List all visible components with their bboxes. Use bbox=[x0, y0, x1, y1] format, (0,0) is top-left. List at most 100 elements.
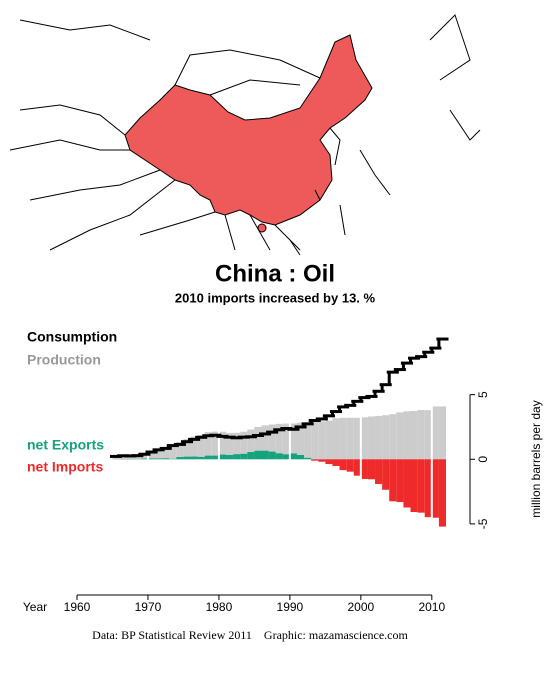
bar bbox=[431, 406, 439, 460]
bar bbox=[240, 431, 248, 460]
bar bbox=[147, 458, 156, 460]
map bbox=[9, 14, 481, 256]
bar bbox=[204, 455, 212, 460]
bar bbox=[268, 451, 276, 460]
bar bbox=[296, 422, 305, 460]
bar bbox=[325, 420, 333, 460]
bar bbox=[417, 459, 425, 513]
bar bbox=[183, 456, 191, 460]
bar bbox=[169, 445, 177, 460]
bar bbox=[211, 431, 219, 460]
bar bbox=[396, 459, 404, 503]
bar bbox=[346, 417, 354, 460]
bar bbox=[417, 410, 425, 460]
x-axis-label: Year bbox=[23, 600, 47, 614]
bar bbox=[318, 459, 326, 462]
bar bbox=[147, 451, 156, 460]
bar bbox=[438, 459, 446, 527]
bar bbox=[155, 458, 163, 460]
bar bbox=[162, 458, 170, 460]
bar bbox=[424, 410, 432, 460]
legend-label: Production bbox=[27, 352, 101, 368]
bar bbox=[197, 434, 205, 460]
chart-subtitle: 2010 imports increased by 13. % bbox=[175, 290, 376, 305]
bar bbox=[190, 436, 198, 460]
bar bbox=[226, 432, 234, 460]
bar bbox=[367, 416, 376, 460]
bar bbox=[339, 459, 347, 471]
bar bbox=[268, 424, 276, 460]
bar bbox=[410, 459, 418, 513]
bar bbox=[254, 450, 262, 460]
bar bbox=[289, 453, 297, 460]
bar bbox=[140, 458, 148, 460]
bar bbox=[197, 456, 205, 460]
bar bbox=[360, 417, 368, 460]
bar bbox=[332, 459, 340, 466]
bar bbox=[346, 459, 354, 472]
bar bbox=[282, 423, 290, 460]
bar bbox=[360, 459, 368, 479]
x-tick-label: 1990 bbox=[277, 600, 304, 614]
bar bbox=[289, 423, 297, 460]
bar bbox=[311, 421, 319, 460]
bar bbox=[275, 453, 283, 460]
bar bbox=[332, 418, 340, 460]
bar bbox=[282, 454, 290, 460]
bar bbox=[353, 459, 361, 476]
bar bbox=[254, 426, 262, 460]
map-borders bbox=[9, 14, 481, 256]
bar bbox=[375, 459, 383, 484]
y-tick-label: 5 bbox=[476, 391, 490, 398]
bar bbox=[396, 412, 404, 460]
x-tick-label: 1980 bbox=[206, 600, 233, 614]
bar bbox=[403, 459, 411, 508]
bar bbox=[311, 459, 319, 461]
bar bbox=[218, 431, 227, 460]
bar bbox=[226, 455, 234, 460]
bar bbox=[325, 459, 333, 465]
bar bbox=[304, 422, 312, 460]
bar bbox=[275, 423, 283, 460]
bar bbox=[424, 459, 432, 518]
bar bbox=[410, 410, 418, 460]
bar bbox=[261, 450, 269, 460]
y-tick-label: 0 bbox=[476, 456, 490, 463]
legend-label: net Imports bbox=[27, 459, 103, 475]
bar bbox=[367, 459, 376, 480]
bar bbox=[318, 421, 326, 460]
x-tick-label: 2010 bbox=[418, 600, 445, 614]
bar bbox=[247, 452, 255, 460]
bar bbox=[353, 417, 361, 460]
legend-label: Consumption bbox=[27, 329, 117, 345]
bar bbox=[218, 454, 227, 460]
bar bbox=[140, 453, 148, 460]
legend-label: net Exports bbox=[27, 437, 104, 453]
bar bbox=[233, 432, 241, 460]
bar bbox=[389, 414, 397, 460]
x-tick-label: 1960 bbox=[64, 600, 91, 614]
bar bbox=[233, 454, 241, 460]
bar bbox=[389, 459, 397, 502]
bar bbox=[176, 457, 184, 460]
chart-title: China : Oil bbox=[215, 260, 335, 287]
bar bbox=[133, 455, 141, 460]
bar bbox=[126, 455, 134, 460]
bar bbox=[155, 449, 163, 460]
bar bbox=[176, 442, 184, 460]
bar bbox=[438, 406, 446, 460]
bar bbox=[183, 439, 191, 460]
bar bbox=[304, 457, 312, 460]
x-tick-label: 2000 bbox=[347, 600, 374, 614]
bar bbox=[240, 453, 248, 460]
bar bbox=[431, 459, 439, 518]
bar bbox=[204, 432, 212, 460]
bar bbox=[339, 417, 347, 460]
footer: Data: BP Statistical Review 2011 Graphic… bbox=[92, 628, 408, 642]
map-china bbox=[124, 34, 373, 226]
bar bbox=[119, 455, 127, 460]
bar bbox=[261, 425, 269, 460]
y-tick-label: -5 bbox=[476, 518, 490, 529]
x-tick-label: 1970 bbox=[135, 600, 162, 614]
bar bbox=[382, 415, 390, 460]
